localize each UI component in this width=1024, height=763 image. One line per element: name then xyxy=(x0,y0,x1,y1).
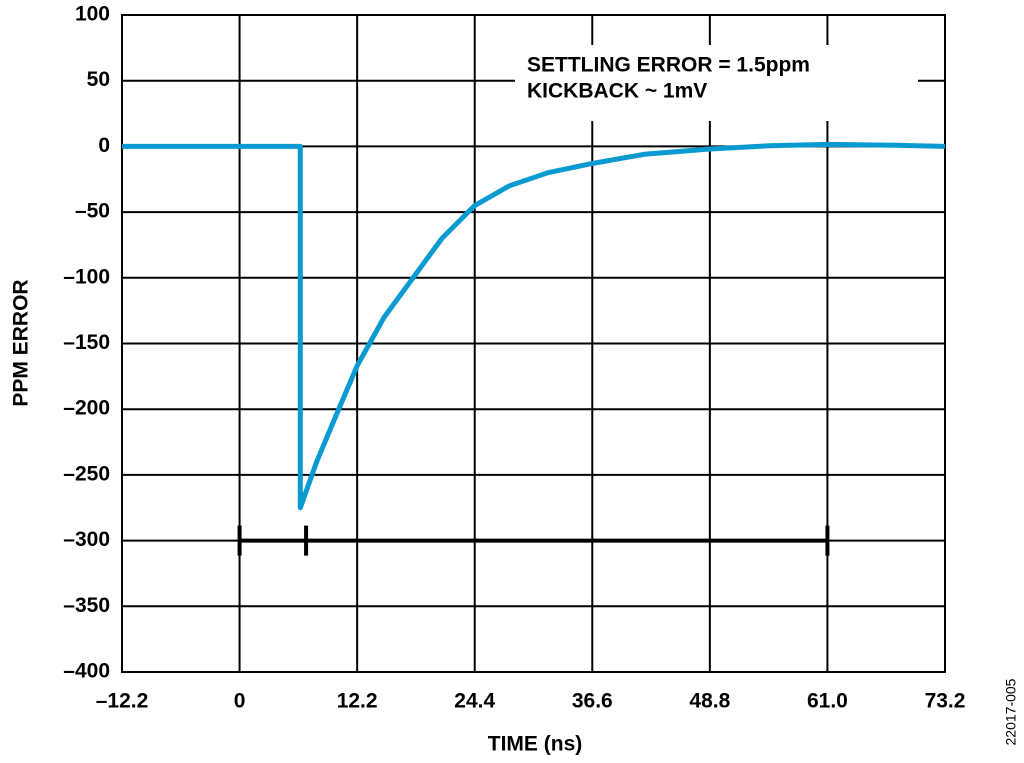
x-tick-label: 24.4 xyxy=(454,690,495,713)
y-axis-label: PPM ERROR xyxy=(10,279,33,406)
y-tick-label: –250 xyxy=(63,462,110,485)
annotation-box xyxy=(515,45,918,121)
annotation: SETTLING ERROR = 1.5ppm xyxy=(527,54,810,77)
y-tick-label: –300 xyxy=(63,528,110,551)
x-tick-label: 0 xyxy=(234,690,246,713)
x-tick-label: 61.0 xyxy=(807,690,848,713)
y-tick-label: –400 xyxy=(63,660,110,683)
figure-id: 22017-005 xyxy=(1003,678,1019,745)
x-tick-label: 48.8 xyxy=(689,690,730,713)
y-tick-label: –50 xyxy=(75,200,110,223)
y-tick-label: 50 xyxy=(87,68,110,91)
y-tick-label: –150 xyxy=(63,331,110,354)
y-tick-label: –100 xyxy=(63,265,110,288)
y-tick-label: –350 xyxy=(63,594,110,617)
x-tick-label: 12.2 xyxy=(337,690,378,713)
annotation: KICKBACK ~ 1mV xyxy=(527,80,707,103)
x-tick-label: 73.2 xyxy=(925,690,966,713)
x-axis-label: TIME (ns) xyxy=(488,733,583,756)
data-line xyxy=(122,141,946,511)
y-tick-label: 100 xyxy=(75,3,110,26)
x-tick-label: 36.6 xyxy=(572,690,613,713)
y-tick-label: –200 xyxy=(63,397,110,420)
y-tick-label: 0 xyxy=(98,134,110,157)
plot-frame xyxy=(121,14,946,673)
x-tick-label: –12.2 xyxy=(96,690,149,713)
